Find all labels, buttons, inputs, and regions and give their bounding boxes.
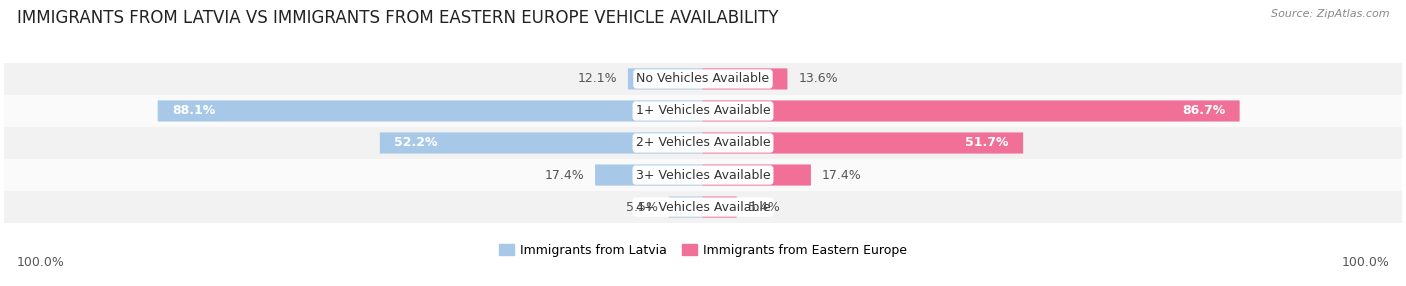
FancyBboxPatch shape [4,95,1402,127]
FancyBboxPatch shape [595,164,703,186]
Legend: Immigrants from Latvia, Immigrants from Eastern Europe: Immigrants from Latvia, Immigrants from … [494,239,912,262]
Text: 5.5%: 5.5% [626,200,658,214]
FancyBboxPatch shape [669,196,703,218]
FancyBboxPatch shape [628,68,703,90]
Text: 52.2%: 52.2% [394,136,437,150]
FancyBboxPatch shape [380,132,703,154]
Text: 1+ Vehicles Available: 1+ Vehicles Available [636,104,770,118]
Text: 2+ Vehicles Available: 2+ Vehicles Available [636,136,770,150]
FancyBboxPatch shape [4,63,1402,95]
FancyBboxPatch shape [703,196,737,218]
FancyBboxPatch shape [157,100,703,122]
FancyBboxPatch shape [4,159,1402,191]
Text: 12.1%: 12.1% [578,72,617,86]
FancyBboxPatch shape [703,100,1240,122]
Text: No Vehicles Available: No Vehicles Available [637,72,769,86]
FancyBboxPatch shape [4,191,1402,223]
Text: 51.7%: 51.7% [966,136,1008,150]
Text: 3+ Vehicles Available: 3+ Vehicles Available [636,168,770,182]
FancyBboxPatch shape [4,127,1402,159]
FancyBboxPatch shape [703,132,1024,154]
Text: Source: ZipAtlas.com: Source: ZipAtlas.com [1271,9,1389,19]
Text: IMMIGRANTS FROM LATVIA VS IMMIGRANTS FROM EASTERN EUROPE VEHICLE AVAILABILITY: IMMIGRANTS FROM LATVIA VS IMMIGRANTS FRO… [17,9,779,27]
FancyBboxPatch shape [703,164,811,186]
Text: 13.6%: 13.6% [799,72,838,86]
Text: 86.7%: 86.7% [1182,104,1225,118]
Text: 100.0%: 100.0% [1341,256,1389,269]
FancyBboxPatch shape [703,68,787,90]
Text: 17.4%: 17.4% [544,168,583,182]
Text: 88.1%: 88.1% [172,104,215,118]
Text: 100.0%: 100.0% [17,256,65,269]
Text: 5.4%: 5.4% [748,200,779,214]
Text: 4+ Vehicles Available: 4+ Vehicles Available [636,200,770,214]
Text: 17.4%: 17.4% [823,168,862,182]
